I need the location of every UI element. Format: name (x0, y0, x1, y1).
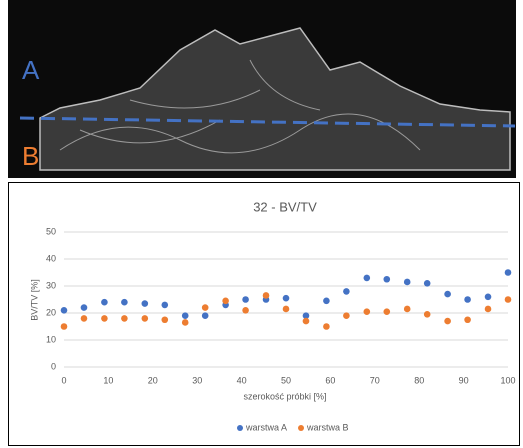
x-axis-label: szerokość próbki [%] (243, 391, 326, 401)
point (263, 292, 270, 299)
point (464, 316, 471, 323)
legend-marker (237, 425, 243, 431)
point (202, 304, 209, 311)
layer-label: B (22, 141, 39, 171)
point (444, 291, 451, 298)
point (424, 280, 431, 287)
point (81, 304, 88, 311)
point (202, 312, 209, 319)
page: A B 32 - BV/TV szerokość próbki [%] BV/T… (0, 0, 523, 448)
point (424, 311, 431, 318)
point (161, 302, 168, 309)
y-tick-label: 30 (46, 280, 56, 290)
point (485, 294, 492, 301)
point (323, 323, 330, 330)
x-tick-label: 50 (281, 375, 291, 385)
point (485, 306, 492, 313)
legend-marker (298, 425, 304, 431)
chart-frame (9, 183, 520, 446)
layer-label: A (22, 55, 40, 85)
point (444, 318, 451, 325)
x-tick-label: 20 (148, 375, 158, 385)
legend-label: warstwa B (306, 422, 349, 432)
x-tick-label: 100 (500, 375, 515, 385)
point (142, 315, 149, 322)
x-tick-label: 0 (61, 375, 66, 385)
point (121, 315, 128, 322)
y-tick-label: 0 (51, 361, 56, 371)
point (303, 318, 310, 325)
y-tick-label: 20 (46, 307, 56, 317)
point (383, 308, 390, 315)
point (161, 316, 168, 323)
x-tick-label: 80 (414, 375, 424, 385)
point (505, 296, 512, 303)
point (242, 296, 249, 303)
point (81, 315, 88, 322)
x-tick-label: 40 (237, 375, 247, 385)
point (505, 269, 512, 276)
point (283, 306, 290, 313)
x-tick-label: 10 (103, 375, 113, 385)
point (242, 307, 249, 314)
point (222, 298, 229, 305)
x-tick-label: 90 (459, 375, 469, 385)
point (364, 308, 371, 315)
point (343, 288, 350, 295)
legend-label: warstwa A (245, 422, 287, 432)
point (61, 323, 68, 330)
point (343, 312, 350, 319)
point (364, 275, 371, 282)
y-axis-label: BV/TV [%] (29, 279, 39, 321)
point (101, 315, 108, 322)
point (283, 295, 290, 302)
x-tick-label: 60 (325, 375, 335, 385)
y-tick-label: 40 (46, 253, 56, 263)
point (404, 279, 411, 286)
y-tick-label: 10 (46, 334, 56, 344)
point (61, 307, 68, 314)
x-tick-label: 70 (370, 375, 380, 385)
point (464, 296, 471, 303)
point (323, 298, 330, 305)
point (182, 312, 189, 319)
chart-title: 32 - BV/TV (253, 199, 317, 214)
point (182, 319, 189, 326)
y-tick-label: 50 (46, 226, 56, 236)
point (142, 300, 149, 307)
point (404, 306, 411, 313)
point (121, 299, 128, 306)
x-tick-label: 30 (192, 375, 202, 385)
point (101, 299, 108, 306)
point (383, 276, 390, 283)
